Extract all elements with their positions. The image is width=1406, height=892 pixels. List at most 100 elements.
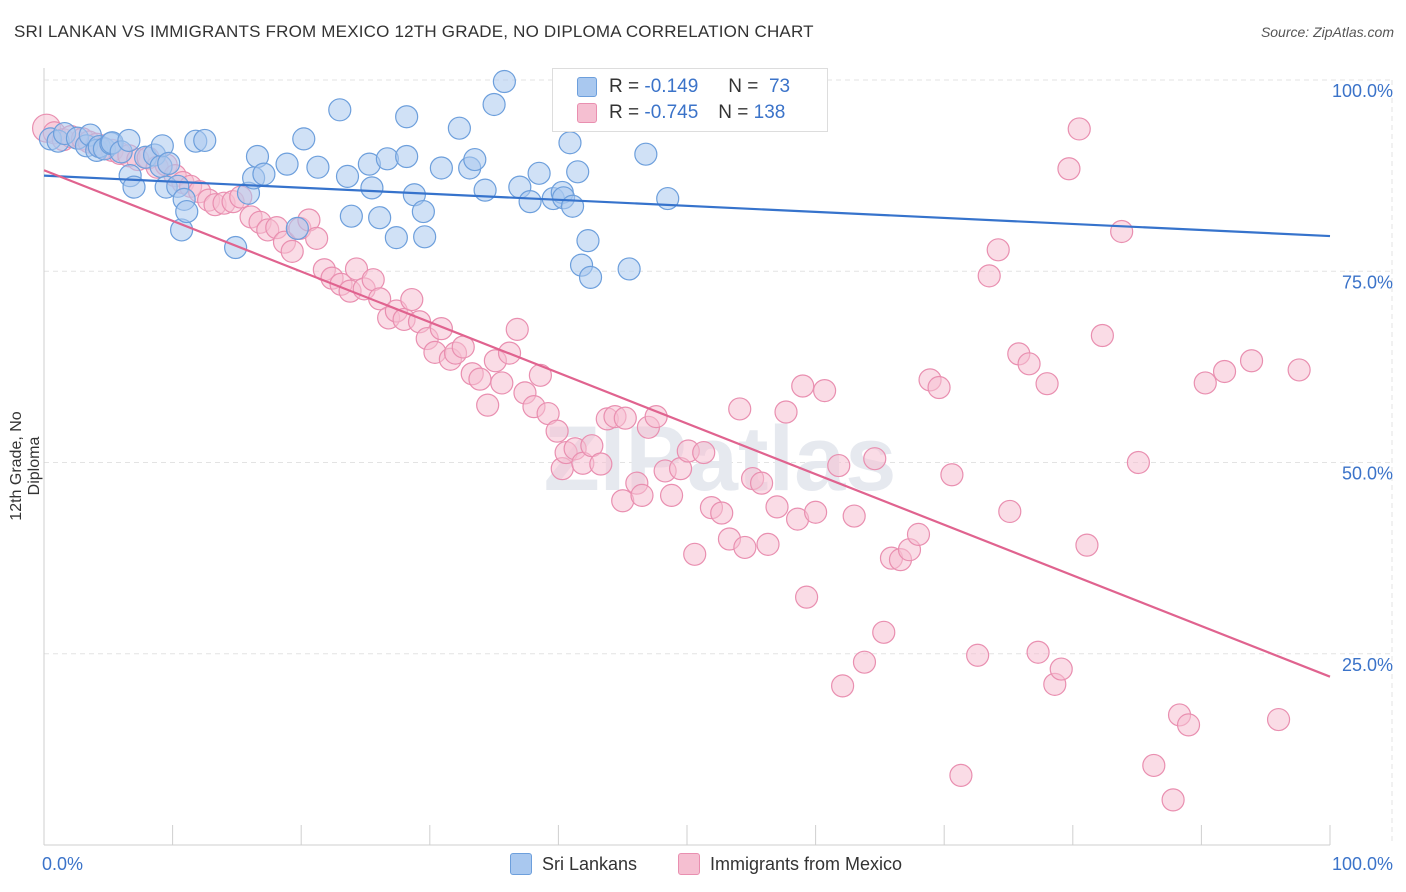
- mexico-point: [589, 452, 613, 476]
- mexico-trend-line: [43, 169, 1331, 678]
- chart-title: SRI LANKAN VS IMMIGRANTS FROM MEXICO 12T…: [14, 22, 814, 41]
- sri-lankan-point: [339, 204, 363, 228]
- source-credit: Source: ZipAtlas.com: [1260, 24, 1394, 40]
- sri-lankan-point: [482, 92, 506, 117]
- sri-lankan-point: [368, 206, 392, 230]
- n-value-mexico: 138: [753, 102, 786, 123]
- sri-lankan-point: [335, 164, 360, 188]
- mexico-point: [872, 620, 896, 644]
- gridlines: [44, 79, 1393, 845]
- mexico-point: [852, 650, 877, 674]
- mexico-point: [749, 471, 774, 495]
- mexico-point: [1239, 349, 1264, 373]
- mexico-point: [1026, 640, 1050, 664]
- sri-lankan-point: [463, 147, 487, 172]
- sri-lankan-point: [306, 155, 330, 179]
- r-label: R =: [609, 76, 640, 97]
- sri-lankans-swatch: [577, 77, 597, 97]
- sri-lankan-point: [411, 199, 435, 224]
- mexico-point: [949, 763, 973, 787]
- mexico-point: [906, 522, 931, 547]
- y-tick-label: 100.0%: [1332, 81, 1393, 101]
- x-tick-label-min: 0.0%: [42, 854, 83, 874]
- mexico-point: [580, 434, 604, 458]
- mexico-point: [1049, 657, 1073, 681]
- mexico-point: [611, 489, 635, 513]
- sri-lankan-point: [117, 128, 141, 153]
- mexico-point: [827, 453, 851, 478]
- sri-lankan-point: [224, 235, 248, 260]
- mexico-point: [756, 532, 780, 556]
- mexico-point: [966, 643, 990, 667]
- mexico-point: [1287, 358, 1311, 382]
- stats-legend-box: R = -0.149 N = 73 R = -0.745 N = 138: [552, 68, 828, 132]
- mexico-point: [1176, 713, 1201, 737]
- mexico-point: [1266, 707, 1291, 732]
- sri-lankan-point: [566, 160, 590, 184]
- legend-label-mexico: Immigrants from Mexico: [710, 853, 903, 874]
- y-tick-label: 25.0%: [1342, 655, 1393, 675]
- sri-lankan-point: [292, 127, 316, 151]
- sri-lankan-point: [429, 156, 453, 180]
- mexico-point: [1067, 117, 1091, 141]
- sri-lankan-point: [360, 176, 384, 200]
- sri-lankan-point: [576, 229, 600, 253]
- sri-lankan-point: [252, 162, 276, 186]
- mexico-point: [280, 239, 304, 263]
- sri-lankan-point: [560, 194, 585, 218]
- mexico-point: [986, 238, 1010, 262]
- stats-row-mexico: R = -0.745 N = 138: [577, 100, 785, 126]
- mexico-point: [528, 363, 552, 387]
- x-tick-label-max: 100.0%: [1332, 854, 1393, 874]
- sri-lankan-point: [275, 152, 299, 176]
- mexico-point: [863, 447, 887, 471]
- sri-lankan-point: [473, 178, 497, 202]
- mexico-point: [1126, 450, 1150, 475]
- mexico-point: [305, 226, 329, 250]
- sri-lankan-point: [395, 105, 419, 129]
- sri-lankan-point: [518, 190, 542, 214]
- n-value-sri-lankans: 73: [768, 76, 791, 97]
- mexico-point: [710, 501, 734, 525]
- mexico-point: [1212, 359, 1237, 384]
- mexico-point: [1090, 323, 1114, 348]
- sri-lankan-point: [634, 142, 658, 166]
- legend-swatch-sri-lankans: [510, 853, 532, 875]
- mexico-point: [468, 367, 492, 391]
- y-tick-label: 75.0%: [1342, 272, 1393, 292]
- sri-lankans-trend-line: [43, 174, 1331, 238]
- sri-lankan-point: [193, 128, 217, 153]
- mexico-point: [400, 287, 424, 312]
- mexico-point: [490, 371, 514, 395]
- mexico-point: [940, 463, 964, 487]
- y-axis-label: 12th Grade, No Diploma: [8, 411, 43, 521]
- sri-lankan-point: [395, 144, 419, 169]
- sri-lankan-point: [527, 161, 551, 185]
- legend-item-mexico[interactable]: Immigrants from Mexico: [678, 852, 902, 876]
- mexico-point: [692, 440, 716, 465]
- mexico-point: [476, 393, 500, 417]
- sri-lankan-point: [617, 257, 641, 281]
- trend-lines: [43, 169, 1331, 678]
- mexico-point: [545, 419, 569, 443]
- mexico-point: [977, 264, 1001, 288]
- mexico-point: [1142, 753, 1166, 778]
- axes: [43, 68, 1331, 846]
- mexico-point: [630, 483, 654, 507]
- tick-labels: 25.0% 50.0% 75.0% 100.0% 0.0% 100.0%: [42, 81, 1393, 874]
- r-value-sri-lankans: -0.149: [644, 76, 699, 97]
- n-label: N =: [728, 76, 759, 97]
- legend-swatch-mexico: [678, 853, 700, 875]
- mexico-point: [683, 542, 707, 566]
- n-label: N =: [718, 102, 749, 123]
- mexico-point: [1110, 219, 1134, 244]
- mexico-point: [1193, 371, 1217, 395]
- sri-lankan-point: [285, 216, 309, 241]
- mexico-point: [765, 495, 789, 519]
- legend-item-sri-lankans[interactable]: Sri Lankans: [510, 852, 637, 876]
- mexico-point: [1075, 533, 1099, 557]
- y-tick-label: 50.0%: [1342, 464, 1393, 484]
- sri-lankan-point: [492, 69, 516, 94]
- sri-lankan-point: [375, 147, 399, 171]
- mexico-point: [813, 378, 837, 403]
